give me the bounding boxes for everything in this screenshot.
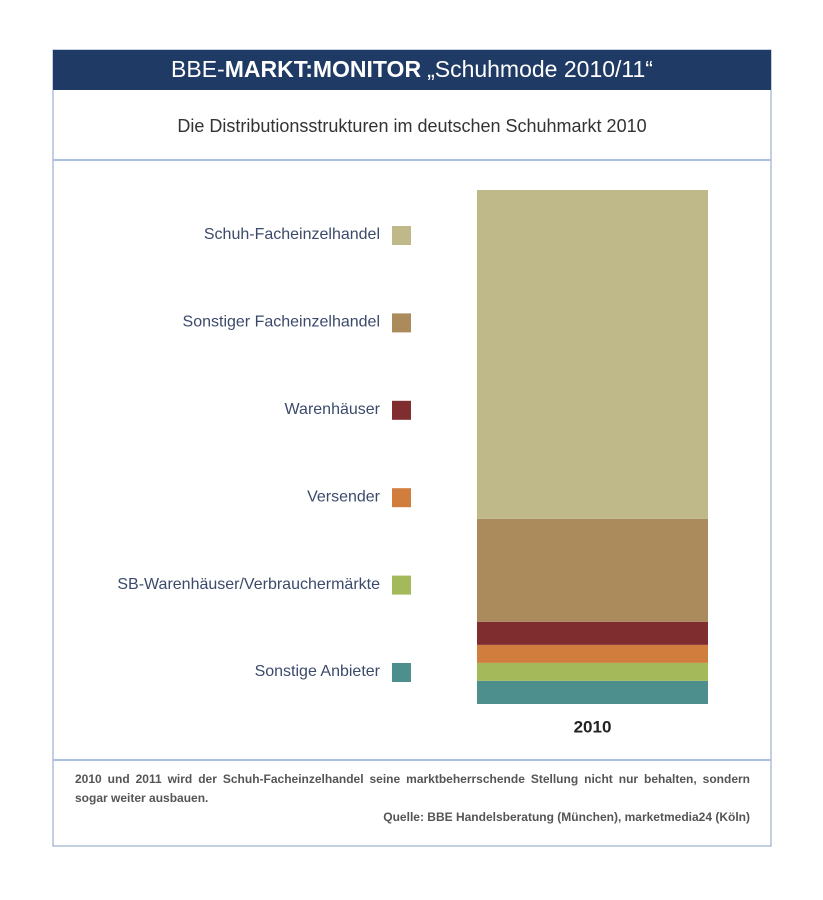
chart-subtitle: Die Distributionsstrukturen im deutschen… [177,116,646,136]
x-tick-label: 2010 [574,717,612,736]
legend-swatch [392,663,411,682]
legend-swatch [392,488,411,508]
bar-segment [477,662,708,681]
legend-label: Versender [307,488,381,505]
bar-segment [477,190,708,519]
legend-label: SB-Warenhäuser/Verbrauchermärkte [117,576,380,593]
legend-swatch [392,313,411,333]
bar-segment [477,621,708,645]
bar-segment [477,518,708,622]
legend-label: Warenhäuser [285,401,381,418]
footer: 2010 und 2011 wird der Schuh-Facheinzelh… [75,770,750,827]
header-band [53,50,771,90]
legend-swatch [392,226,411,245]
title-part: „Schuhmode 2010/11“ [427,56,653,82]
legend-label: Sonstige Anbieter [255,663,381,680]
bar-segment [477,644,708,663]
legend-swatch [392,575,411,595]
title-part: MARKT:MONITOR [225,56,422,82]
chart-title: BBE-MARKT:MONITOR „Schuhmode 2010/11“ [171,56,653,82]
bar-segment [477,680,708,704]
footer-text: 2010 und 2011 wird der Schuh-Facheinzelh… [75,770,750,827]
legend-label: Sonstiger Facheinzelhandel [183,314,380,331]
legend-label: Schuh-Facheinzelhandel [204,226,380,243]
note: 2010 und 2011 wird der Schuh-Facheinzelh… [75,772,750,805]
legend-swatch [392,400,411,420]
source: Quelle: BBE Handelsberatung (München), m… [383,810,750,824]
title-part: BBE- [171,56,225,82]
